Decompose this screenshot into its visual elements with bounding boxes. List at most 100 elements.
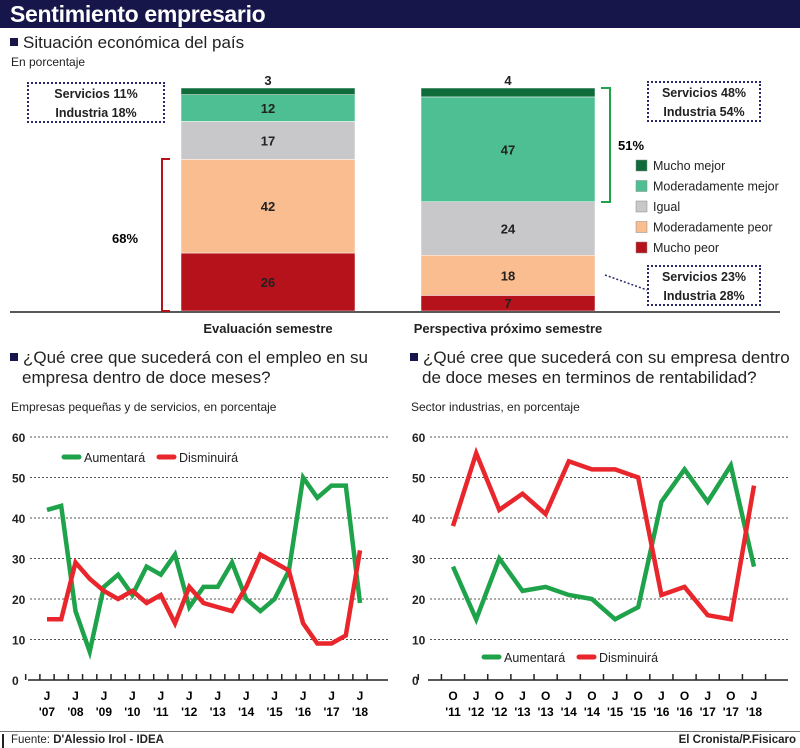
x-tick-label: '12 <box>181 705 198 719</box>
square-bullet-icon <box>10 352 18 361</box>
legend-swatch <box>635 200 648 213</box>
legend-label: Mucho mejor <box>653 159 725 173</box>
legend-label: Mucho peor <box>653 241 719 255</box>
x-tick-label: '09 <box>96 705 113 719</box>
section-subtitle: Sector industrias, en porcentaje <box>411 400 580 414</box>
bar-value-label: 3 <box>264 73 271 88</box>
y-tick-label: 30 <box>12 553 26 567</box>
leader-line <box>604 274 648 291</box>
title-line: ¿Qué cree que sucederá con el empleo en … <box>23 348 368 367</box>
section-title-rentabilidad: ¿Qué cree que sucederá con su empresa de… <box>410 348 790 388</box>
title-line: de doce meses en terminos de rentabilida… <box>422 368 757 387</box>
y-tick-label: 60 <box>12 431 26 445</box>
x-tick-label: J <box>519 689 526 703</box>
x-tick-label: '16 <box>676 705 693 719</box>
x-tick-label: O <box>448 689 457 703</box>
y-tick-label: 40 <box>412 512 426 526</box>
x-tick-label: J <box>658 689 665 703</box>
y-tick-label: 20 <box>412 593 426 607</box>
x-tick-label: '13 <box>538 705 555 719</box>
bar-segment <box>180 252 356 312</box>
x-tick-label: J <box>704 689 711 703</box>
x-tick-label: J <box>157 689 164 703</box>
x-tick-label: J <box>101 689 108 703</box>
y-tick-label: 60 <box>412 431 426 445</box>
bar-value-label: 26 <box>261 275 275 290</box>
x-tick-label: J <box>565 689 572 703</box>
source-label: Fuente: <box>11 734 54 746</box>
x-tick-label: '14 <box>238 705 255 719</box>
section-title-empleo: ¿Qué cree que sucederá con el empleo en … <box>10 348 368 388</box>
bar-value-label: 18 <box>501 268 515 283</box>
y-tick-label: 20 <box>12 593 26 607</box>
bar-segment <box>420 87 596 98</box>
legend-label: Moderadamente peor <box>653 221 773 235</box>
x-tick-label: O <box>726 689 735 703</box>
x-tick-label: J <box>72 689 79 703</box>
legend-label: Disminuirá <box>179 451 238 465</box>
legend-label: Aumentará <box>84 451 145 465</box>
series-line-disminuira <box>450 446 757 622</box>
title-line: ¿Qué cree que sucederá con su empresa de… <box>423 348 790 367</box>
bracket-left <box>161 158 170 312</box>
x-tick-label: '18 <box>352 705 369 719</box>
x-tick-label: O <box>541 689 550 703</box>
bar-segment <box>180 94 356 122</box>
bar-value-label: 42 <box>261 199 275 214</box>
x-tick-label: O <box>634 689 643 703</box>
x-tick-label: O <box>680 689 689 703</box>
section-subtitle: Empresas pequeñas y de servicios, en por… <box>11 400 277 414</box>
legend-label: Disminuirá <box>599 651 658 665</box>
x-tick-label: '08 <box>67 705 84 719</box>
x-tick-label: '14 <box>561 705 578 719</box>
x-tick-label: '07 <box>39 705 56 719</box>
square-bullet-icon <box>410 352 418 361</box>
legend-label: Aumentará <box>504 651 565 665</box>
credit: El Cronista/P.Fisicaro <box>678 734 796 746</box>
footer-marker <box>2 734 4 748</box>
series-line-disminuira <box>47 550 363 646</box>
annotation-box-right-top: Servicios 48% Industria 54% <box>647 81 761 122</box>
legend-swatch <box>635 221 648 233</box>
legend-swatch <box>635 241 648 254</box>
title-bar: Sentimiento empresario <box>0 0 800 28</box>
x-tick-label: '18 <box>746 705 763 719</box>
legend-swatch <box>635 159 648 172</box>
bar-value-label: 47 <box>501 142 515 157</box>
y-tick-label: 40 <box>12 512 26 526</box>
x-tick-label: '13 <box>514 705 531 719</box>
x-tick-label: J <box>300 689 307 703</box>
x-tick-label: '16 <box>653 705 670 719</box>
x-tick-label: '16 <box>295 705 312 719</box>
x-tick-label: '15 <box>630 705 647 719</box>
annotation-box-left: Servicios 11% Industria 18% <box>27 82 165 123</box>
legend-label: Moderadamente mejor <box>653 180 779 194</box>
square-bullet-icon <box>10 37 18 46</box>
category-label: Perspectiva próximo semestre <box>414 321 603 336</box>
footer-divider <box>0 731 800 732</box>
box-line: Servicios 23% <box>661 270 747 284</box>
x-tick-label: J <box>44 689 51 703</box>
x-tick-label: '10 <box>124 705 141 719</box>
bar-value-label: 12 <box>261 101 275 116</box>
bar-value-label: 24 <box>501 221 516 236</box>
y-tick-label: 30 <box>412 553 426 567</box>
bar-value-label: 17 <box>261 133 275 148</box>
box-line: Industria 18% <box>55 106 137 120</box>
y-tick-label: 10 <box>12 634 26 648</box>
source-name: D'Alessio Irol - IDEA <box>53 734 164 746</box>
x-tick-label: J <box>328 689 335 703</box>
annotation-box-right-bottom: Servicios 23% Industria 28% <box>647 265 761 306</box>
section-subtitle: En porcentaje <box>11 55 86 69</box>
x-tick-label: '17 <box>323 705 340 719</box>
bracket-left-label: 68% <box>112 231 138 246</box>
bar-value-label: 7 <box>504 296 511 311</box>
source: Fuente: D'Alessio Irol - IDEA <box>11 734 164 746</box>
y-tick-label: 0 <box>12 674 19 688</box>
x-tick-label: J <box>357 689 364 703</box>
x-tick-label: '11 <box>153 705 169 719</box>
x-tick-label: J <box>186 689 193 703</box>
x-tick-label: '13 <box>210 705 227 719</box>
bar-value-label: 4 <box>504 73 512 88</box>
section-title-text: Situación económica del país <box>23 33 245 52</box>
